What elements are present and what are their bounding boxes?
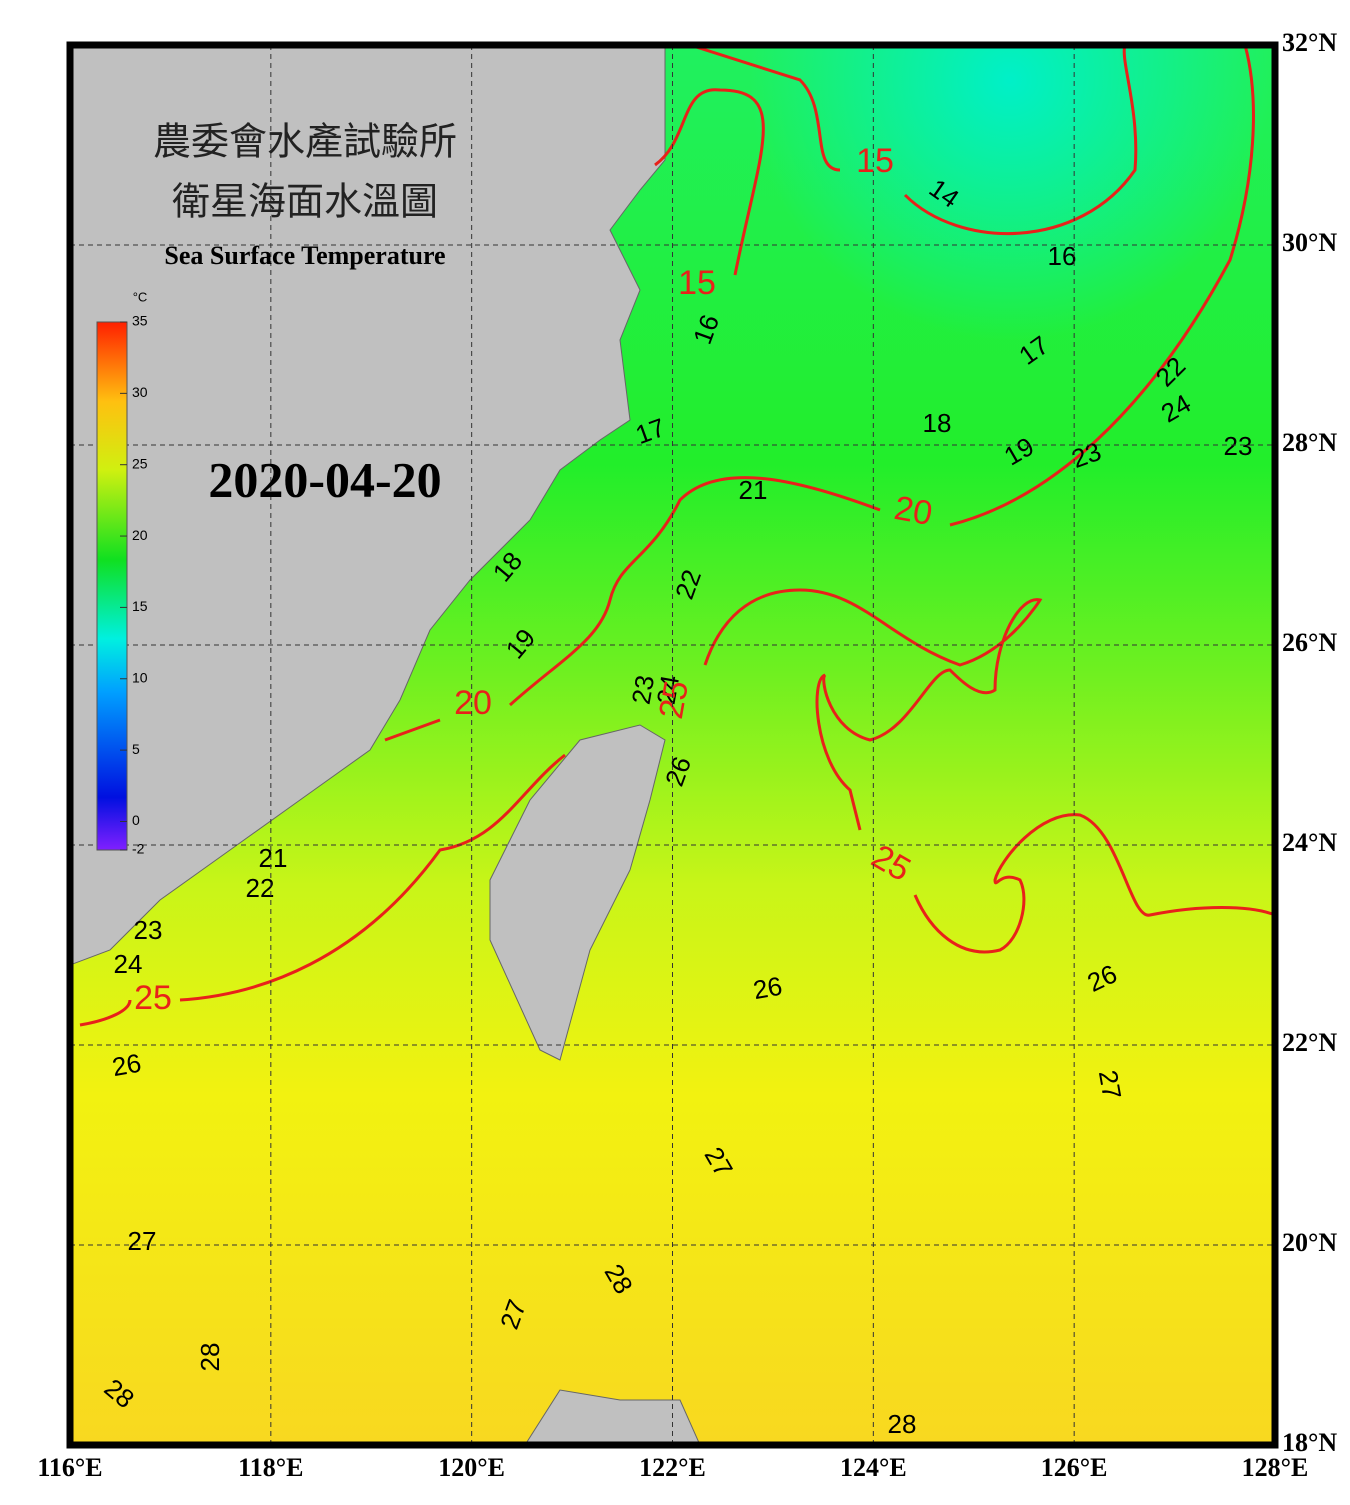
contour-label: 23 (626, 673, 661, 707)
contour-label: 22 (246, 873, 275, 903)
luzon-land (524, 1389, 701, 1445)
china-land (70, 45, 666, 966)
isotherm (689, 45, 1138, 236)
lon-label: 116°E (37, 1453, 102, 1482)
contour-label: 27 (128, 1226, 157, 1256)
lat-label: 32°N (1282, 28, 1337, 57)
subtitle-zh: 衛星海面水溫圖 (172, 180, 438, 224)
colorbar-tick-label: -2 (132, 841, 145, 857)
lon-label: 126°E (1041, 1453, 1108, 1482)
colorbar-ticks: 35 30 25 20 15 10 5 0 -2 (120, 313, 148, 857)
graticule (70, 45, 1275, 1445)
taiwan-land (489, 724, 666, 1061)
contour-label: 27 (1093, 1068, 1128, 1102)
contour-label: 24 (651, 673, 686, 707)
lon-label: 122°E (639, 1453, 706, 1482)
title-zh: 農委會水產試驗所 (153, 120, 457, 164)
lon-label: 120°E (438, 1453, 505, 1482)
contour-label: 28 (888, 1409, 917, 1439)
map-frame (66, 41, 1279, 1449)
lat-label: 28°N (1282, 428, 1337, 457)
isotherm (654, 88, 765, 276)
lon-label: 118°E (238, 1453, 303, 1482)
contour-label: 20 (891, 489, 935, 533)
colorbar-unit: °C (133, 289, 148, 304)
contour-label: 21 (259, 843, 288, 873)
date: 2020-04-20 (208, 451, 441, 507)
contour-label: 24 (114, 949, 143, 979)
axes-labels: 116°E 118°E 120°E 122°E 124°E 126°E 128°E 32°N 3… (37, 28, 1337, 1482)
isotherm (79, 588, 1275, 1027)
contour-label: 16 (1048, 241, 1077, 271)
contour-label: 25 (652, 678, 696, 722)
contour-label: 26 (751, 971, 785, 1006)
lat-label: 18°N (1282, 1428, 1337, 1457)
colorbar-tick-label: 25 (132, 455, 148, 471)
contour-label: 28 (195, 1343, 225, 1372)
lat-label: 26°N (1282, 628, 1337, 657)
contour-label: 26 (110, 1048, 144, 1083)
colorbar-tick-label: 10 (132, 669, 148, 685)
contour-label: 20 (454, 684, 492, 722)
colorbar-tick-label: 30 (132, 384, 148, 400)
isotherm (508, 45, 1255, 707)
contour-label: 18 (923, 408, 952, 438)
lon-label: 128°E (1242, 1453, 1309, 1482)
colorbar-tick-label: 15 (132, 598, 148, 614)
lon-label: 124°E (840, 1453, 907, 1482)
colorbar-tick-label: 35 (132, 313, 148, 329)
colorbar-tick-label: 20 (132, 527, 148, 543)
isotherms (79, 45, 1275, 1027)
colorbar-tick-label: 5 (132, 741, 140, 757)
contour-label: 25 (134, 979, 172, 1017)
contour-label: 23 (134, 915, 163, 945)
colorbar (96, 321, 128, 851)
colorbar-tick-label: 0 (132, 812, 140, 828)
lat-label: 22°N (1282, 1028, 1337, 1057)
contour-label: 15 (856, 142, 894, 180)
lat-label: 30°N (1282, 228, 1337, 257)
lat-label: 24°N (1282, 828, 1337, 857)
contour-label: 15 (678, 264, 716, 302)
title-en: Sea Surface Temperature (164, 241, 445, 270)
contour-label: 23 (1224, 431, 1253, 461)
contour-label: 21 (739, 475, 768, 505)
lat-label: 20°N (1282, 1228, 1337, 1257)
